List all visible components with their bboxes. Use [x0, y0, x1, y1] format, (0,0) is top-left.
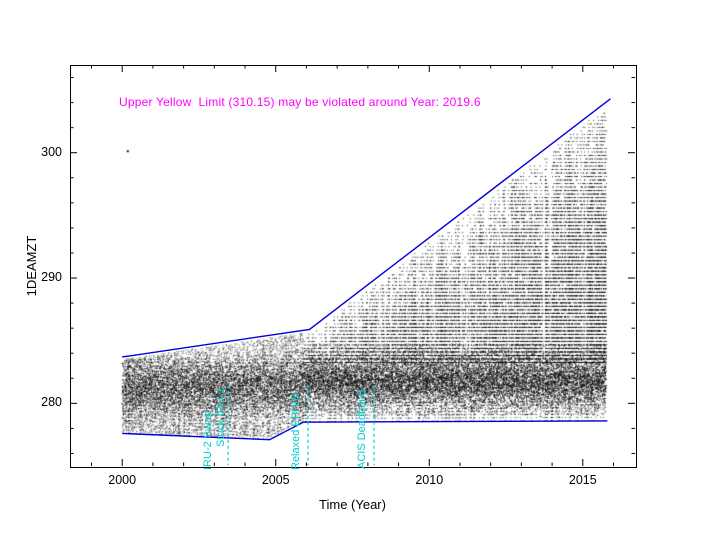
y-tick-label-300: 300	[41, 144, 62, 159]
event-label-acis-deadband: ACIS Deadband	[355, 389, 368, 470]
x-axis-label: Time (Year)	[319, 497, 386, 512]
event-label-stuck-iru1: Stuck IRU-1	[215, 387, 228, 447]
x-tick-label-2005: 2005	[261, 473, 290, 487]
event-label-relaxed-ephin: Relaxed EPHIN	[289, 392, 302, 470]
upper-envelope-line	[122, 98, 611, 358]
y-axis-label: 1DEAMZT	[24, 235, 39, 296]
x-tick-label-2010: 2010	[415, 473, 444, 487]
lower-envelope-line	[122, 420, 608, 441]
event-label-iru2-swap: IRU-2 Swap	[202, 410, 215, 470]
x-tick-label-2000: 2000	[108, 473, 137, 487]
y-tick-label-290: 290	[41, 270, 62, 285]
y-tick-label-280: 280	[41, 395, 62, 410]
limit-warning-text: Upper Yellow Limit (310.15) may be viola…	[119, 95, 481, 109]
x-tick-label-2015: 2015	[568, 473, 597, 487]
